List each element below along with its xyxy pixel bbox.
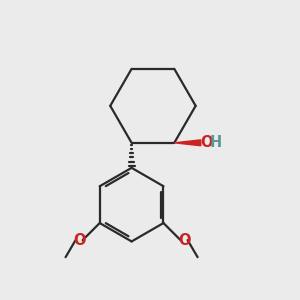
Text: O: O (200, 135, 212, 150)
Polygon shape (174, 140, 201, 146)
Text: H: H (210, 135, 222, 150)
Text: O: O (73, 232, 85, 247)
Text: O: O (178, 232, 190, 247)
